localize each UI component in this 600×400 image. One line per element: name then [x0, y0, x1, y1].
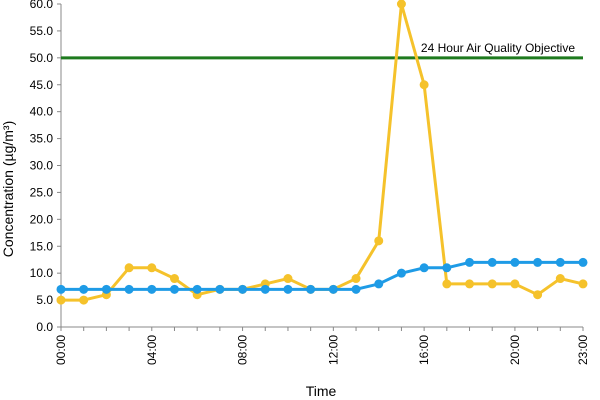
data-point	[510, 257, 520, 267]
data-point	[192, 284, 202, 294]
data-point	[79, 284, 89, 294]
data-point	[396, 268, 406, 278]
y-tick-label: 50.0	[30, 51, 54, 65]
y-tick-label: 0.0	[36, 320, 53, 334]
series-group	[56, 0, 588, 305]
y-tick-label: 25.0	[30, 185, 54, 199]
x-tick-label: 16:00	[417, 335, 431, 365]
y-tick-label: 15.0	[30, 239, 54, 253]
y-tick-label: 20.0	[30, 212, 54, 226]
data-point	[351, 284, 361, 294]
data-point	[555, 257, 565, 267]
data-point	[283, 284, 293, 294]
data-point	[283, 274, 293, 284]
y-tick-label: 5.0	[36, 293, 53, 307]
data-point	[578, 257, 588, 267]
y-axis-title: Concentration (µg/m³)	[0, 121, 16, 257]
data-point	[396, 0, 406, 9]
data-point	[124, 263, 134, 273]
data-point	[555, 274, 565, 284]
data-point	[510, 279, 520, 289]
y-tick-label: 55.0	[30, 24, 54, 38]
data-point	[374, 279, 384, 289]
data-point	[56, 295, 66, 305]
data-point	[533, 257, 543, 267]
x-tick-label: 23:00	[576, 335, 590, 365]
data-point	[442, 263, 452, 273]
data-point	[465, 257, 475, 267]
data-point	[487, 257, 497, 267]
data-point	[101, 284, 111, 294]
x-axis-ticks: 00:00 04:00 08:00 12:00 16:00 20:00 23:00	[54, 327, 590, 365]
data-point	[169, 274, 179, 284]
y-tick-label: 45.0	[30, 78, 54, 92]
y-tick-label: 30.0	[30, 159, 54, 173]
x-axis-title: Time	[306, 383, 337, 399]
data-point	[169, 284, 179, 294]
y-tick-label: 10.0	[30, 266, 54, 280]
y-tick-label: 40.0	[30, 105, 54, 119]
data-point	[56, 284, 66, 294]
x-tick-label: 04:00	[145, 335, 159, 365]
y-tick-label: 60.0	[30, 0, 54, 11]
x-tick-label: 12:00	[326, 335, 340, 365]
reference-line-group: 24 Hour Air Quality Objective	[61, 41, 583, 60]
data-point	[487, 279, 497, 289]
data-point	[147, 263, 157, 273]
x-tick-label: 00:00	[54, 335, 68, 365]
data-point	[419, 80, 429, 90]
data-point	[306, 284, 316, 294]
data-point	[238, 284, 248, 294]
series-1	[56, 257, 588, 294]
data-point	[442, 279, 452, 289]
data-point	[374, 236, 384, 246]
y-axis-ticks: 0.0 5.0 10.0 15.0 20.0 25.0 30.0 35.0 40.0 45.0 50…	[30, 0, 61, 334]
data-point	[124, 284, 134, 294]
data-point	[419, 263, 429, 273]
data-point	[328, 284, 338, 294]
data-point	[79, 295, 89, 305]
x-tick-label: 08:00	[236, 335, 250, 365]
data-point	[351, 274, 361, 284]
data-point	[465, 279, 475, 289]
x-tick-label: 20:00	[508, 335, 522, 365]
air-quality-objective-label: 24 Hour Air Quality Objective	[421, 41, 575, 55]
data-point	[215, 284, 225, 294]
data-point	[147, 284, 157, 294]
y-tick-label: 35.0	[30, 132, 54, 146]
data-point	[533, 290, 543, 300]
data-point	[578, 279, 588, 289]
data-point	[260, 284, 270, 294]
